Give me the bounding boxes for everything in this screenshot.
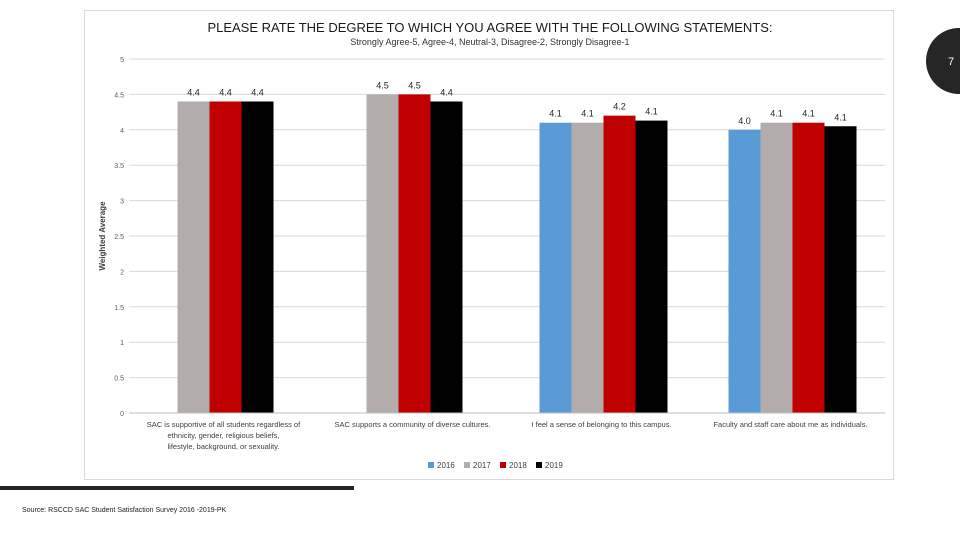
page-number: 7 [948,56,955,68]
legend-swatch-2016 [428,462,434,468]
legend-label-2016: 2016 [437,461,455,470]
source-note: Source: RSCCD SAC Student Satisfaction S… [22,507,227,514]
x-tick-label: Faculty and staff care about me as indiv… [713,420,867,429]
y-tick-label: 4 [120,128,124,135]
x-tick-label: SAC is supportive of all students regard… [147,420,301,451]
bar-2017-cat3 [571,122,604,413]
bar-2019-cat2 [430,101,463,413]
data-label: 4.4 [187,87,200,97]
y-tick-label: 3 [120,199,124,206]
legend-label-2018: 2018 [509,461,527,470]
bar-2019-cat1 [241,101,274,413]
bar-2017-cat1 [177,101,210,413]
data-label: 4.5 [408,80,421,90]
y-tick-label: 1.5 [114,305,124,312]
page-number-badge: 7 [926,28,960,94]
chart-title: PLEASE RATE THE DEGREE TO WHICH YOU AGRE… [207,20,772,35]
y-tick-label: 4.5 [114,92,124,99]
data-label: 4.4 [251,87,264,97]
footer-divider [0,486,354,490]
data-label: 4.1 [834,112,847,122]
chart-subtitle: Strongly Agree-5, Agree-4, Neutral-3, Di… [350,37,629,47]
bar-2017-cat2 [366,94,399,414]
legend-swatch-2019 [536,462,542,468]
bar-2019-cat3 [635,120,668,413]
bar-2017-cat4 [760,122,793,413]
data-label: 4.1 [802,109,815,119]
y-tick-label: 2.5 [114,234,124,241]
data-label: 4.1 [770,109,783,119]
legend-label-2017: 2017 [473,461,491,470]
data-label: 4.5 [376,80,389,90]
legend-label-2019: 2019 [545,461,563,470]
data-label: 4.0 [738,116,751,126]
bar-chart: PLEASE RATE THE DEGREE TO WHICH YOU AGRE… [98,20,885,470]
bar-2018-cat2 [398,94,431,414]
legend-swatch-2017 [464,462,470,468]
bar-2018-cat4 [792,122,825,413]
data-label: 4.4 [440,87,453,97]
chart-panel: PLEASE RATE THE DEGREE TO WHICH YOU AGRE… [84,10,894,480]
x-tick-label: SAC supports a community of diverse cult… [335,420,491,429]
bar-2019-cat4 [824,126,857,413]
y-tick-label: 3.5 [114,163,124,170]
y-tick-label: 0 [120,411,124,418]
data-label: 4.1 [645,107,658,117]
y-axis-label: Weighted Average [98,201,107,271]
bar-2018-cat1 [209,101,242,413]
data-label: 4.4 [219,87,232,97]
y-tick-label: 5 [120,57,124,64]
data-label: 4.1 [549,109,562,119]
bar-2016-cat3 [539,122,572,413]
y-tick-label: 1 [120,340,124,347]
y-tick-label: 0.5 [114,376,124,383]
y-tick-label: 2 [120,269,124,276]
x-tick-label: I feel a sense of belonging to this camp… [531,420,671,429]
legend-swatch-2018 [500,462,506,468]
data-label: 4.1 [581,109,594,119]
bar-2016-cat4 [728,129,761,414]
bar-2018-cat3 [603,115,636,413]
data-label: 4.2 [613,102,626,112]
